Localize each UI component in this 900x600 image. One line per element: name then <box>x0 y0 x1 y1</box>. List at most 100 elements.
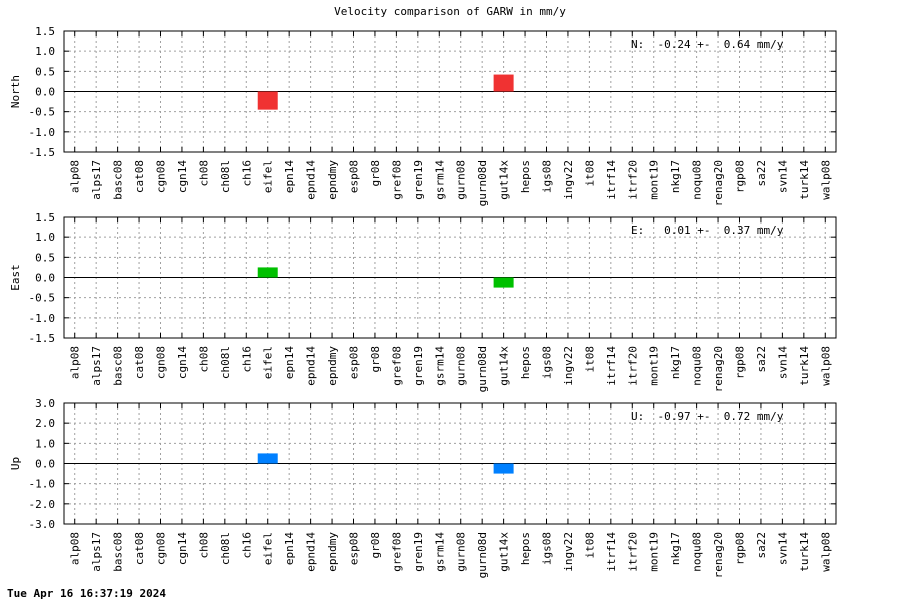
category-label: hepos <box>519 346 532 379</box>
y-tick-label: -1.0 <box>29 312 56 325</box>
category-label: gurn08 <box>455 346 468 386</box>
category-label: walp08 <box>819 532 832 572</box>
category-label: gurn08 <box>455 532 468 572</box>
bar-eifel <box>257 267 278 278</box>
category-label: eifel <box>262 532 275 565</box>
category-label: ch08l <box>219 346 232 379</box>
category-label: itrf20 <box>626 160 639 200</box>
category-label: svn14 <box>776 346 789 379</box>
category-label: basc08 <box>112 160 125 200</box>
category-label: epnd14 <box>305 532 318 572</box>
category-label: ch16 <box>240 346 253 373</box>
category-label: cgn08 <box>155 532 168 565</box>
plot-frame <box>63 216 837 339</box>
category-label: turk14 <box>798 160 811 200</box>
category-label: gref08 <box>390 346 403 386</box>
category-label: gren19 <box>412 532 425 572</box>
category-label: it08 <box>583 532 596 559</box>
category-label: ch08 <box>197 532 210 559</box>
category-label: cat08 <box>133 346 146 379</box>
category-label: sa22 <box>755 346 768 373</box>
category-label: gsrm14 <box>433 160 446 200</box>
category-label: cat08 <box>133 532 146 565</box>
category-label: esp08 <box>348 532 361 565</box>
y-tick-label: 0.0 <box>35 86 55 99</box>
bar-gut14x <box>493 463 514 474</box>
category-label: svn14 <box>776 532 789 565</box>
category-label: eifel <box>262 346 275 379</box>
category-label: turk14 <box>798 532 811 572</box>
category-label: epndmy <box>326 160 339 200</box>
category-label: mont19 <box>648 160 661 200</box>
category-label: it08 <box>583 160 596 187</box>
plot-frame <box>63 402 837 525</box>
category-label: epn14 <box>283 346 296 379</box>
y-tick-label: 0.5 <box>35 251 55 264</box>
y-axis-label: Up <box>9 457 22 470</box>
y-tick-label: -1.5 <box>29 332 56 345</box>
chart-panel-north: 1.5 1.0 0.5 0.0 -0.5 -1.0 -1.5 alp08 alps17 basc0… <box>9 25 837 206</box>
category-label: sa22 <box>755 532 768 559</box>
category-label: gut14x <box>498 532 511 572</box>
y-tick-label: 1.5 <box>35 25 55 38</box>
category-label: gsrm14 <box>433 346 446 386</box>
category-label: cgn14 <box>176 346 189 379</box>
category-label: hepos <box>519 160 532 193</box>
category-label: gsrm14 <box>433 532 446 572</box>
category-label: ingv22 <box>562 160 575 200</box>
y-tick-label: 2.0 <box>35 417 55 430</box>
category-label: ch16 <box>240 532 253 559</box>
category-label: eifel <box>262 160 275 193</box>
category-label: alp08 <box>69 346 82 379</box>
bar-gut14x <box>493 74 514 92</box>
plot-frame <box>63 30 837 153</box>
category-label: epnd14 <box>305 160 318 200</box>
y-tick-label: 1.0 <box>35 231 55 244</box>
category-label: gut14x <box>498 160 511 200</box>
category-label: gurn08d <box>476 160 489 206</box>
category-label: noqu08 <box>691 160 704 200</box>
category-label: cgn14 <box>176 160 189 193</box>
category-label: itrf20 <box>626 532 639 572</box>
category-label: igs08 <box>541 346 554 379</box>
category-label: gut14x <box>498 346 511 386</box>
y-tick-label: -1.0 <box>29 478 56 491</box>
y-tick-label: 1.0 <box>35 437 55 450</box>
category-label: walp08 <box>819 160 832 200</box>
y-axis-label: East <box>9 264 22 291</box>
category-label: gr08 <box>369 532 382 559</box>
category-label: alps17 <box>90 346 103 386</box>
y-tick-label: -1.0 <box>29 126 56 139</box>
y-axis-label: North <box>9 75 22 108</box>
category-label: alp08 <box>69 160 82 193</box>
category-label: hepos <box>519 532 532 565</box>
summary-label: N: -0.24 +- 0.64 mm/y <box>631 38 784 51</box>
category-label: igs08 <box>541 532 554 565</box>
category-label: nkg17 <box>669 532 682 565</box>
y-tick-label: 1.0 <box>35 45 55 58</box>
category-label: renag20 <box>712 346 725 392</box>
category-label: epndmy <box>326 346 339 386</box>
y-tick-label: -0.5 <box>29 292 56 305</box>
category-label: epn14 <box>283 160 296 193</box>
category-label: turk14 <box>798 346 811 386</box>
category-label: esp08 <box>348 346 361 379</box>
category-label: ch08l <box>219 532 232 565</box>
y-tick-label: 0.0 <box>35 272 55 285</box>
category-label: itrf14 <box>605 346 618 386</box>
y-tick-label: -1.5 <box>29 146 56 159</box>
chart-panel-east: 1.5 1.0 0.5 0.0 -0.5 -1.0 -1.5 alp08 alps17 basc0… <box>9 211 837 392</box>
category-label: ch08l <box>219 160 232 193</box>
category-label: epndmy <box>326 532 339 572</box>
category-label: gren19 <box>412 346 425 386</box>
category-label: gurn08 <box>455 160 468 200</box>
category-label: basc08 <box>112 532 125 572</box>
category-label: nkg17 <box>669 346 682 379</box>
category-label: gr08 <box>369 160 382 187</box>
category-label: alp08 <box>69 532 82 565</box>
y-tick-label: 1.5 <box>35 211 55 224</box>
bar-eifel <box>257 453 278 464</box>
bar-gut14x <box>493 277 514 288</box>
category-label: ingv22 <box>562 532 575 572</box>
y-tick-label: 0.5 <box>35 65 55 78</box>
